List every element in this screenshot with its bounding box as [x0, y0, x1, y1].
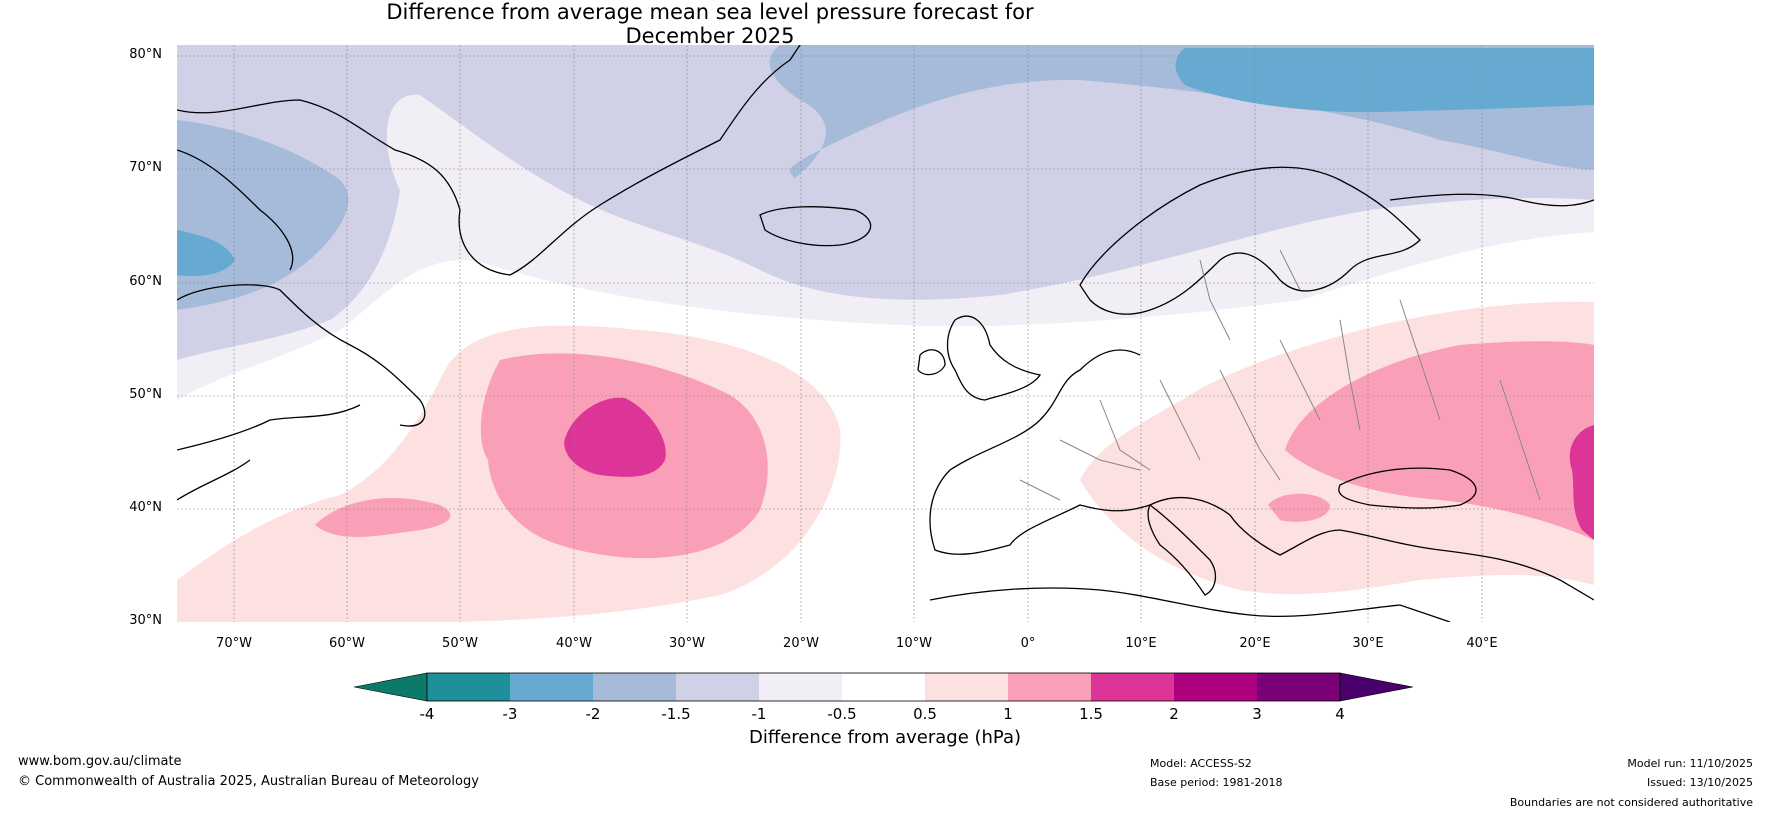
lat-label-30n: 30°N — [129, 613, 162, 628]
anomaly-band-pos-1-5-atlantic — [564, 397, 666, 477]
anomaly-band-neg-2-west — [177, 230, 235, 277]
lon-label-10w: 10°W — [896, 636, 932, 651]
anomaly-band-neg-2 — [1175, 48, 1594, 113]
colorbar-segment — [1008, 673, 1091, 701]
cb-tick-1: -3 — [502, 705, 518, 723]
country-borders — [1019, 249, 1541, 501]
footer-issued: Issued: 13/10/2025 — [1646, 776, 1753, 789]
lat-label-60n: 60°N — [129, 274, 162, 289]
footer-model: Model: ACCESS-S2 — [1150, 757, 1252, 770]
cb-tick-10: 3 — [1252, 705, 1262, 723]
colorbar-segment — [676, 673, 759, 701]
cb-tick-3: -1.5 — [661, 705, 691, 723]
lon-label-70w: 70°W — [216, 636, 252, 651]
cb-tick-5: -0.5 — [827, 705, 857, 723]
cb-tick-2: -2 — [585, 705, 601, 723]
colorbar-segment — [759, 673, 842, 701]
chart-title: Difference from average mean sea level p… — [0, 0, 1595, 48]
coastlines — [177, 45, 1594, 622]
cb-tick-11: 4 — [1335, 705, 1345, 723]
footer-copyright: © Commonwealth of Australia 2025, Austra… — [18, 774, 479, 789]
colorbar-segment — [593, 673, 676, 701]
anomaly-band-pos-1-balkan — [1268, 493, 1330, 522]
cb-tick-9: 2 — [1169, 705, 1179, 723]
anomaly-band-pos-1-europe — [1285, 341, 1594, 540]
lat-label-40n: 40°N — [129, 500, 162, 515]
cb-tick-7: 1 — [1003, 705, 1013, 723]
anomaly-band-pos-1-small — [315, 497, 451, 537]
footer-disclaimer: Boundaries are not considered authoritat… — [1509, 796, 1753, 809]
cb-tick-4: -1 — [751, 705, 767, 723]
cb-tick-0: -4 — [419, 705, 435, 723]
colorbar-segment — [842, 673, 925, 701]
title-line-2: December 2025 — [625, 24, 795, 48]
cb-tick-6: 0.5 — [913, 705, 937, 723]
lon-label-10e: 10°E — [1125, 636, 1157, 651]
colorbar-segment — [1257, 673, 1340, 701]
lon-label-20e: 20°E — [1239, 636, 1271, 651]
colorbar-under-triangle — [353, 672, 428, 702]
lon-label-30w: 30°W — [669, 636, 705, 651]
lon-label-40e: 40°E — [1466, 636, 1498, 651]
lon-label-30e: 30°E — [1352, 636, 1384, 651]
cb-tick-8: 1.5 — [1079, 705, 1103, 723]
lon-label-40w: 40°W — [556, 636, 592, 651]
title-line-1: Difference from average mean sea level p… — [386, 0, 1034, 24]
anomaly-band-pos-1-5-caspian — [1569, 425, 1594, 540]
anomaly-band-neg-1 — [177, 45, 1594, 360]
footer-base-period: Base period: 1981-2018 — [1150, 776, 1283, 789]
colorbar-segment — [510, 673, 593, 701]
colorbar-segment — [427, 673, 510, 701]
lat-label-50n: 50°N — [129, 387, 162, 402]
lon-label-0: 0° — [1020, 636, 1036, 651]
lat-label-80n: 80°N — [129, 47, 162, 62]
colorbar-segment — [1174, 673, 1257, 701]
lat-label-70n: 70°N — [129, 160, 162, 175]
colorbar-segment — [925, 673, 1008, 701]
map-panel — [177, 45, 1594, 622]
graticule — [177, 45, 1594, 622]
footer-model-run: Model run: 11/10/2025 — [1627, 757, 1753, 770]
colorbar-over-triangle — [1339, 672, 1414, 702]
colorbar-label: Difference from average (hPa) — [748, 727, 1022, 748]
colorbar-segment — [1091, 673, 1174, 701]
lon-label-50w: 50°W — [442, 636, 478, 651]
colorbar-frame — [426, 672, 1341, 702]
lon-label-20w: 20°W — [783, 636, 819, 651]
lon-label-60w: 60°W — [329, 636, 365, 651]
footer-website[interactable]: www.bom.gov.au/climate — [18, 754, 182, 769]
